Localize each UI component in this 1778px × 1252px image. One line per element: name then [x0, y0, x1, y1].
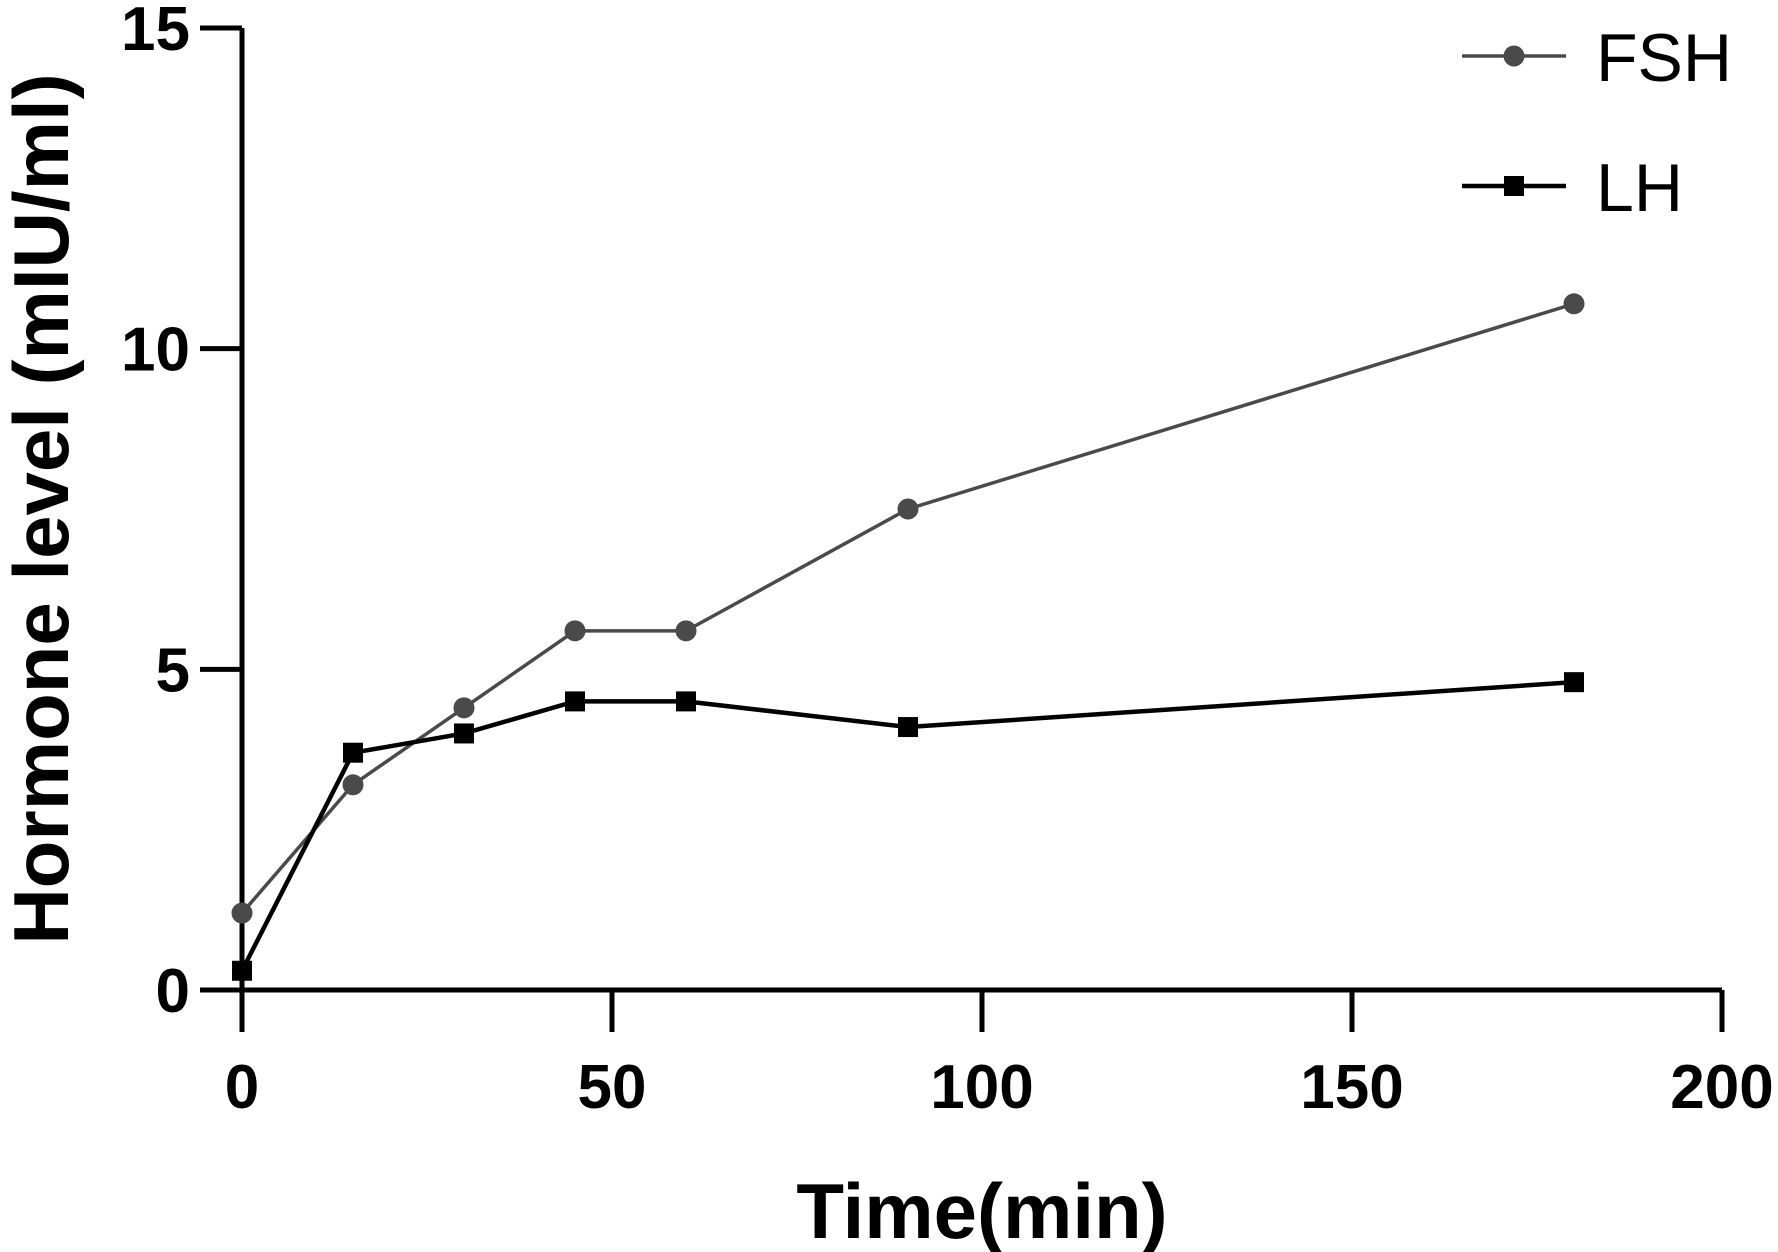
series-layer	[231, 293, 1585, 981]
x-tick-label: 100	[930, 1053, 1033, 1122]
lh-point	[454, 723, 474, 744]
x-tick-label: 200	[1670, 1053, 1773, 1122]
y-tick-label: 0	[156, 957, 190, 1026]
legend-item-fsh: FSH	[1462, 20, 1732, 96]
fsh-point	[1563, 293, 1585, 315]
fsh-point	[453, 697, 475, 719]
y-tick-label: 10	[121, 316, 190, 385]
x-ticks: 0 50 100 150 200	[225, 990, 1774, 1122]
fsh-point	[342, 774, 364, 796]
lh-point	[232, 960, 252, 981]
lh-point	[676, 691, 696, 712]
lh-point	[1564, 672, 1584, 693]
y-tick-label: 5	[156, 636, 190, 705]
lh-point	[898, 717, 918, 738]
legend-swatch-marker	[1503, 45, 1525, 67]
y-ticks: 0 5 10 15	[121, 0, 242, 1026]
x-tick-label: 150	[1300, 1053, 1403, 1122]
series-lh	[232, 672, 1584, 981]
y-tick-label: 15	[121, 0, 190, 64]
x-axis-title: Time(min)	[796, 1167, 1167, 1252]
legend-label: LH	[1596, 150, 1683, 226]
fsh-point	[564, 620, 586, 642]
x-tick-label: 0	[225, 1053, 259, 1122]
y-axis-title: Hormone level (mIU/ml)	[0, 73, 85, 944]
fsh-line	[240, 302, 1575, 915]
lh-point	[565, 691, 585, 712]
fsh-point	[897, 498, 919, 520]
legend: FSH LH	[1462, 20, 1732, 226]
y-axis: 0 5 10 15 Hormone level (mIU/ml)	[0, 0, 245, 1032]
x-axis: 0 50 100 150 200 Time(min)	[200, 987, 1774, 1252]
fsh-point	[675, 620, 697, 642]
x-tick-label: 50	[578, 1053, 647, 1122]
series-fsh	[231, 293, 1585, 924]
legend-swatch-marker	[1504, 176, 1524, 196]
fsh-point	[231, 902, 253, 924]
lh-point	[343, 742, 363, 763]
legend-label: FSH	[1596, 20, 1732, 96]
legend-item-lh: LH	[1462, 150, 1683, 226]
